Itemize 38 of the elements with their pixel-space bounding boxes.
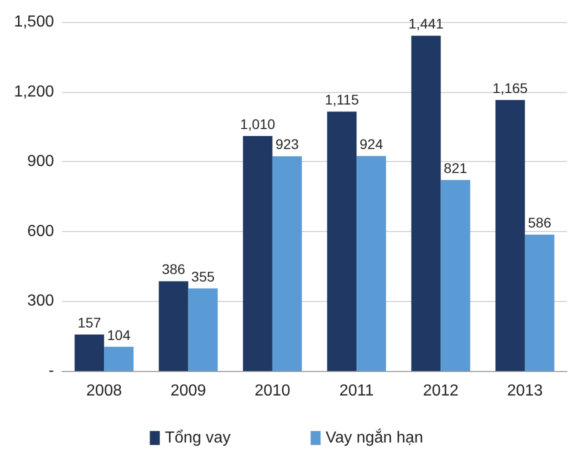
- y-tick-label: 900: [27, 153, 54, 170]
- y-tick-label: 600: [27, 222, 54, 240]
- legend-label: Vay ngắn hạn: [326, 428, 424, 446]
- data-label: 386: [162, 261, 186, 278]
- bar: [440, 180, 470, 371]
- bar: [495, 100, 525, 371]
- data-label: 104: [107, 326, 131, 343]
- bar: [411, 36, 441, 371]
- legend-label: Tổng vay: [164, 430, 231, 446]
- bar: [104, 346, 134, 371]
- bar: [188, 288, 218, 371]
- x-tick-label: 2009: [170, 382, 206, 400]
- data-label: 157: [78, 314, 102, 330]
- x-tick-label: 2012: [422, 382, 459, 400]
- bar: [74, 334, 104, 371]
- data-label: 1,441: [408, 16, 444, 32]
- data-label: 924: [360, 136, 384, 152]
- x-tick-label: 2008: [86, 382, 122, 400]
- bar: [524, 234, 554, 371]
- y-tick-label: 1,200: [14, 83, 54, 100]
- data-label: 821: [444, 160, 468, 176]
- bar: [158, 281, 188, 371]
- bar: [242, 136, 272, 371]
- data-label: 923: [275, 136, 300, 152]
- data-label: 355: [191, 268, 215, 284]
- bar: [272, 156, 302, 371]
- data-label: 1,010: [240, 116, 276, 132]
- x-tick-label: 2013: [507, 382, 543, 400]
- y-tick-label: -: [48, 362, 54, 380]
- bar: [356, 156, 386, 371]
- data-label: 586: [528, 214, 552, 231]
- data-label: 1,115: [324, 92, 360, 108]
- x-tick-label: 2010: [254, 382, 290, 400]
- y-tick-label: 1,500: [14, 14, 54, 30]
- x-tick-label: 2011: [339, 382, 374, 400]
- data-label: 1,165: [492, 80, 528, 96]
- bar: [327, 112, 357, 371]
- y-tick-label: 300: [27, 292, 54, 310]
